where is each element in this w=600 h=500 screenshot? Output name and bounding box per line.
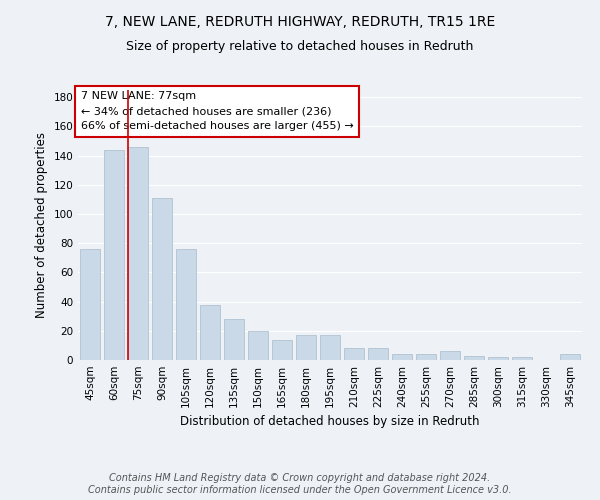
Bar [80, 249, 100, 360]
Bar [320, 335, 340, 360]
Text: 7, NEW LANE, REDRUTH HIGHWAY, REDRUTH, TR15 1RE: 7, NEW LANE, REDRUTH HIGHWAY, REDRUTH, T… [105, 15, 495, 29]
Bar [248, 331, 268, 360]
Bar [200, 304, 220, 360]
Bar [272, 340, 292, 360]
Bar [392, 354, 412, 360]
Text: Size of property relative to detached houses in Redruth: Size of property relative to detached ho… [127, 40, 473, 53]
Bar [152, 198, 172, 360]
Y-axis label: Number of detached properties: Number of detached properties [35, 132, 48, 318]
Bar [464, 356, 484, 360]
Bar [368, 348, 388, 360]
Bar [512, 357, 532, 360]
Bar [560, 354, 580, 360]
Text: 7 NEW LANE: 77sqm
← 34% of detached houses are smaller (236)
66% of semi-detache: 7 NEW LANE: 77sqm ← 34% of detached hous… [80, 92, 353, 131]
Bar [488, 357, 508, 360]
Bar [296, 335, 316, 360]
Bar [416, 354, 436, 360]
Bar [176, 249, 196, 360]
Bar [224, 319, 244, 360]
Bar [440, 351, 460, 360]
X-axis label: Distribution of detached houses by size in Redruth: Distribution of detached houses by size … [180, 416, 480, 428]
Bar [104, 150, 124, 360]
Text: Contains HM Land Registry data © Crown copyright and database right 2024.
Contai: Contains HM Land Registry data © Crown c… [88, 474, 512, 495]
Bar [128, 147, 148, 360]
Bar [344, 348, 364, 360]
